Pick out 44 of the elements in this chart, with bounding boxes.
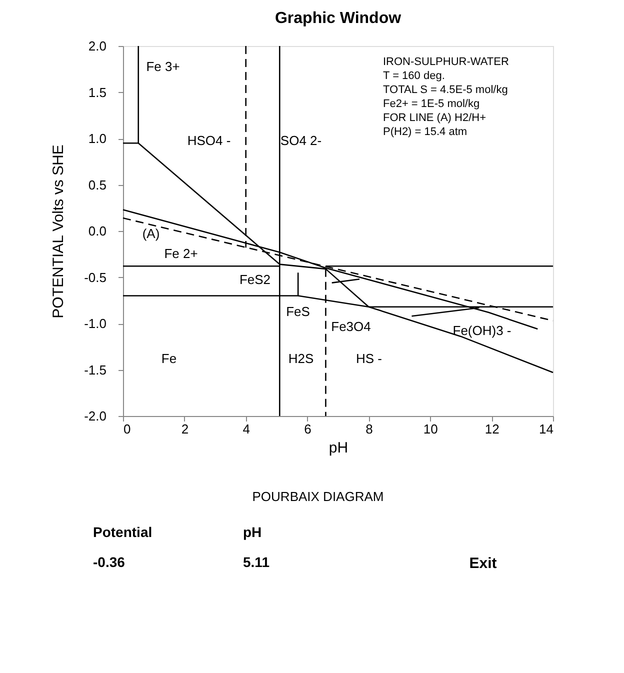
x-tick-label: 4 — [242, 422, 250, 436]
y-tick-label: -1.0 — [84, 316, 106, 331]
annotation: HS - — [356, 351, 382, 366]
x-tick-label: 6 — [304, 422, 312, 436]
annotation: P(H2) = 15.4 atm — [383, 126, 468, 138]
annotation: Fe3O4 — [331, 319, 371, 334]
x-axis-title: pH — [328, 440, 348, 456]
text: Exit — [469, 555, 497, 572]
y-tick-label: -0.5 — [84, 270, 106, 285]
x-tick-label: 12 — [484, 422, 500, 436]
text: pH — [243, 524, 262, 540]
text: 5.11 — [243, 554, 270, 570]
x-tick-label: 0 — [124, 422, 131, 436]
annotation: Fe 2+ — [164, 246, 198, 261]
text: -0.36 — [93, 554, 126, 570]
y-tick-label: 1.5 — [88, 84, 106, 100]
annotation: FeS2 — [239, 272, 271, 287]
y-tick-label: 1.0 — [88, 131, 106, 146]
annotation: Fe(OH)3 - — [452, 323, 512, 338]
annotation: IRON-SULPHUR-WATER — [383, 56, 509, 68]
annotation: Fe 3+ — [146, 59, 180, 74]
y-tick-label: -2.0 — [84, 408, 106, 424]
annotation: HSO4 - — [187, 133, 231, 148]
annotation: T = 160 deg. — [383, 70, 445, 82]
y-axis-title: POTENTIAL Volts vs SHE — [50, 144, 68, 318]
text: POURBAIX DIAGRAM — [252, 489, 384, 504]
x-tick-label: 14 — [539, 422, 554, 436]
annotation: SO4 2- — [280, 133, 322, 148]
chart-title: Graphic Window — [274, 10, 402, 27]
x-tick-label: 2 — [181, 422, 189, 436]
annotation: H2S — [288, 351, 314, 366]
x-tick-label: 10 — [423, 422, 438, 436]
annotation: FeS — [286, 304, 310, 319]
x-tick-label: 8 — [366, 422, 373, 436]
y-tick-label: 2.0 — [88, 38, 106, 54]
y-tick-label: -1.5 — [84, 362, 106, 378]
y-tick-label: 0.5 — [88, 177, 106, 192]
annotation: Fe2+ = 1E-5 mol/kg — [383, 98, 480, 110]
annotation: FOR LINE (A) H2/H+ — [383, 112, 486, 124]
annotation: (A) — [142, 226, 160, 241]
annotation: Fe — [161, 351, 177, 366]
y-tick-label: 0.0 — [88, 224, 106, 238]
annotation: TOTAL S = 4.5E-5 mol/kg — [383, 84, 508, 96]
text: Potential — [93, 524, 152, 540]
